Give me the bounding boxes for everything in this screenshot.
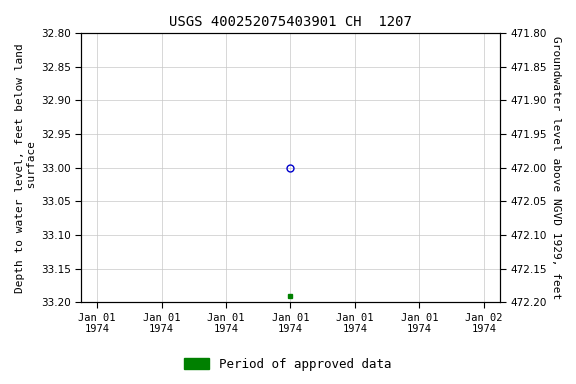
Y-axis label: Depth to water level, feet below land
 surface: Depth to water level, feet below land su… <box>15 43 37 293</box>
Title: USGS 400252075403901 CH  1207: USGS 400252075403901 CH 1207 <box>169 15 412 29</box>
Y-axis label: Groundwater level above NGVD 1929, feet: Groundwater level above NGVD 1929, feet <box>551 36 561 299</box>
Legend: Period of approved data: Period of approved data <box>179 353 397 376</box>
